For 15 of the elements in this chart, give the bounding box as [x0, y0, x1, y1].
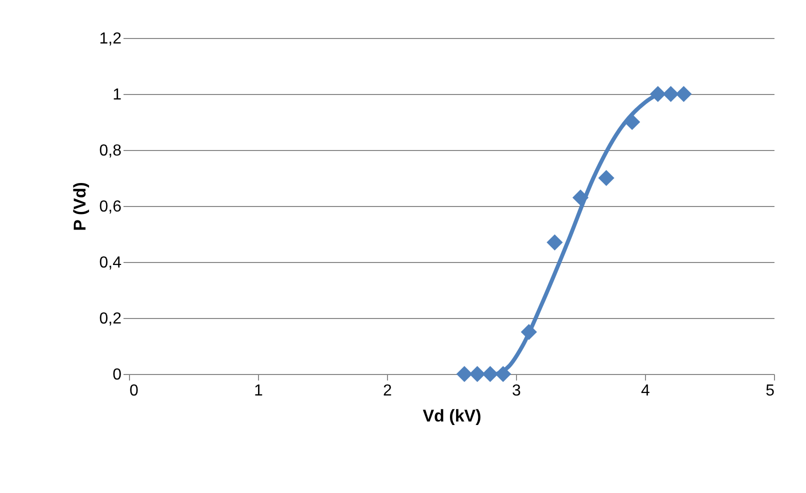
y-tick-label: 0,8 [99, 142, 122, 160]
x-tick-label: 0 [130, 382, 138, 400]
y-tick-label: 0,2 [99, 310, 122, 328]
y-tick-label: 0,4 [99, 254, 122, 272]
x-tick-label: 4 [641, 382, 650, 400]
x-tick-label: 2 [383, 382, 392, 400]
y-tick-label: 1 [112, 86, 122, 104]
y-tick-label: 0,6 [99, 198, 122, 216]
x-tick-label: 5 [766, 382, 775, 400]
y-tick-label: 0 [112, 366, 122, 384]
x-tick-label: 1 [254, 382, 264, 400]
y-tick-label: 1,2 [99, 30, 122, 48]
x-tick-label: 3 [512, 382, 522, 400]
x-axis-title: Vd (kV) [422, 406, 482, 426]
y-axis-title: P (Vd) [70, 182, 90, 231]
